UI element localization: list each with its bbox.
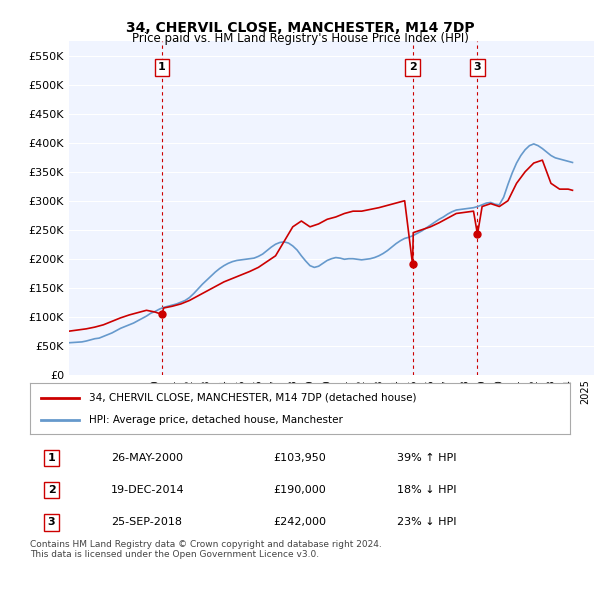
Text: 23% ↓ HPI: 23% ↓ HPI (397, 517, 457, 527)
Text: 34, CHERVIL CLOSE, MANCHESTER, M14 7DP: 34, CHERVIL CLOSE, MANCHESTER, M14 7DP (125, 21, 475, 35)
Text: 1: 1 (158, 63, 166, 73)
Text: 18% ↓ HPI: 18% ↓ HPI (397, 485, 457, 495)
Text: Price paid vs. HM Land Registry's House Price Index (HPI): Price paid vs. HM Land Registry's House … (131, 32, 469, 45)
Text: 19-DEC-2014: 19-DEC-2014 (111, 485, 185, 495)
Text: £242,000: £242,000 (273, 517, 326, 527)
Text: 1: 1 (48, 453, 55, 463)
Text: 25-SEP-2018: 25-SEP-2018 (111, 517, 182, 527)
Text: Contains HM Land Registry data © Crown copyright and database right 2024.
This d: Contains HM Land Registry data © Crown c… (30, 540, 382, 559)
Text: 2: 2 (409, 63, 416, 73)
Text: 39% ↑ HPI: 39% ↑ HPI (397, 453, 457, 463)
Text: £103,950: £103,950 (273, 453, 326, 463)
Text: 3: 3 (48, 517, 55, 527)
Text: 26-MAY-2000: 26-MAY-2000 (111, 453, 183, 463)
Text: HPI: Average price, detached house, Manchester: HPI: Average price, detached house, Manc… (89, 415, 343, 425)
Text: 3: 3 (473, 63, 481, 73)
Text: 34, CHERVIL CLOSE, MANCHESTER, M14 7DP (detached house): 34, CHERVIL CLOSE, MANCHESTER, M14 7DP (… (89, 392, 417, 402)
Text: £190,000: £190,000 (273, 485, 326, 495)
Text: 2: 2 (48, 485, 55, 495)
